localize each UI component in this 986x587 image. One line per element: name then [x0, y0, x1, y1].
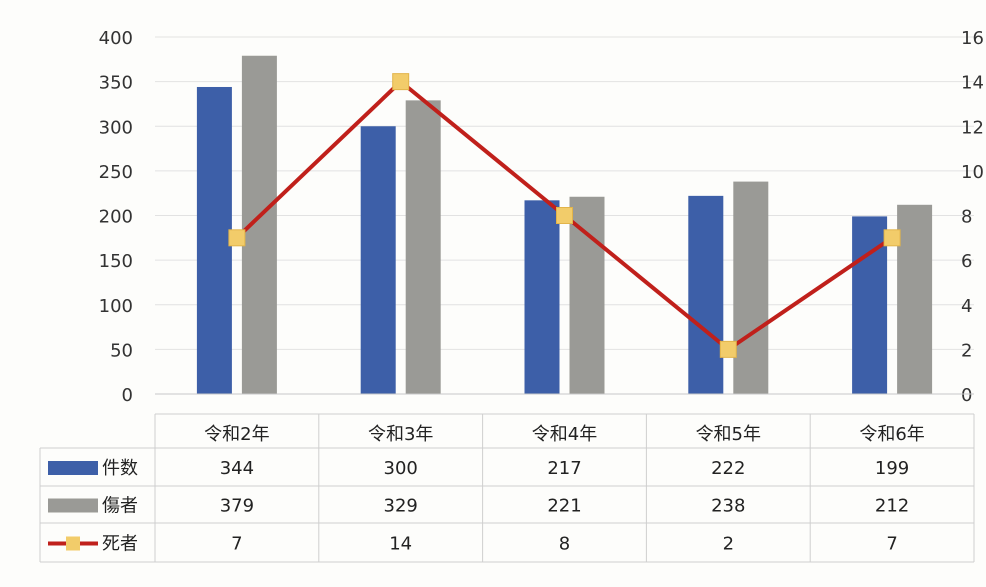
- data-label-件数: 300: [384, 458, 418, 479]
- marker-死者-令和4年: [556, 207, 573, 224]
- right-tick-label: 2: [961, 340, 972, 361]
- category-label: 令和6年: [859, 424, 924, 445]
- bar-件数-令和4年: [524, 200, 560, 394]
- left-tick-label: 250: [99, 162, 133, 183]
- data-label-死者: 7: [231, 534, 242, 555]
- data-label-傷者: 212: [875, 496, 909, 517]
- data-label-件数: 344: [220, 458, 254, 479]
- data-label-傷者: 221: [547, 496, 581, 517]
- data-label-死者: 7: [886, 534, 897, 555]
- legend-key-marker-死者: [66, 536, 80, 551]
- left-axis-ticks: 0 50 100 150 200 250 300 350 400: [99, 28, 133, 406]
- left-tick-label: 200: [99, 207, 133, 228]
- left-tick-label: 300: [99, 117, 133, 138]
- right-tick-label: 12: [961, 117, 984, 138]
- data-label-件数: 217: [547, 458, 581, 479]
- bar-件数-令和2年: [196, 86, 232, 394]
- marker-死者-令和6年: [883, 229, 901, 247]
- gridlines: [155, 36, 974, 350]
- legend-label-死者: 死者: [102, 534, 138, 555]
- right-tick-label: 16: [961, 28, 984, 49]
- right-tick-label: 4: [961, 296, 972, 317]
- right-axis-ticks: 0 2 4 6 8 10 12 14 16: [961, 28, 984, 406]
- right-tick-label: 10: [961, 162, 984, 183]
- category-label: 令和5年: [696, 424, 761, 445]
- right-tick-label: 8: [961, 207, 972, 228]
- marker-死者-令和5年: [719, 340, 737, 358]
- right-tick-label: 6: [961, 251, 972, 272]
- legend-key-件数: [48, 461, 98, 475]
- marker-死者-令和2年: [228, 229, 246, 247]
- left-tick-label: 150: [99, 251, 133, 272]
- data-label-件数: 199: [875, 458, 909, 479]
- category-label: 令和4年: [532, 424, 597, 445]
- left-tick-label: 400: [99, 28, 133, 49]
- right-tick-label: 14: [961, 73, 984, 94]
- legend-label-傷者: 傷者: [102, 496, 138, 517]
- bar-傷者-令和2年: [241, 55, 277, 395]
- bar-傷者-令和6年: [897, 204, 933, 394]
- left-tick-label: 0: [122, 385, 133, 406]
- bar-傷者-令和4年: [569, 196, 605, 394]
- category-label: 令和3年: [368, 424, 433, 445]
- data-label-傷者: 329: [384, 496, 418, 517]
- bar-傷者-令和3年: [405, 100, 441, 395]
- marker-死者-令和3年: [392, 73, 410, 91]
- data-label-死者: 2: [723, 534, 734, 555]
- left-tick-label: 350: [99, 73, 133, 94]
- data-label-件数: 222: [711, 458, 745, 479]
- line-series: [228, 73, 901, 358]
- legend-label-件数: 件数: [102, 458, 138, 479]
- left-tick-label: 100: [99, 296, 133, 317]
- data-label-傷者: 238: [711, 496, 745, 517]
- bar-傷者-令和5年: [733, 181, 769, 394]
- left-tick-label: 50: [110, 340, 133, 361]
- right-tick-label: 0: [961, 385, 972, 406]
- bar-件数-令和3年: [360, 126, 396, 394]
- legend-key-傷者: [48, 498, 98, 513]
- data-label-死者: 14: [389, 534, 412, 555]
- data-label-死者: 8: [559, 534, 570, 555]
- category-label: 令和2年: [204, 424, 269, 445]
- bar-件数-令和5年: [688, 195, 724, 394]
- data-label-傷者: 379: [220, 496, 254, 517]
